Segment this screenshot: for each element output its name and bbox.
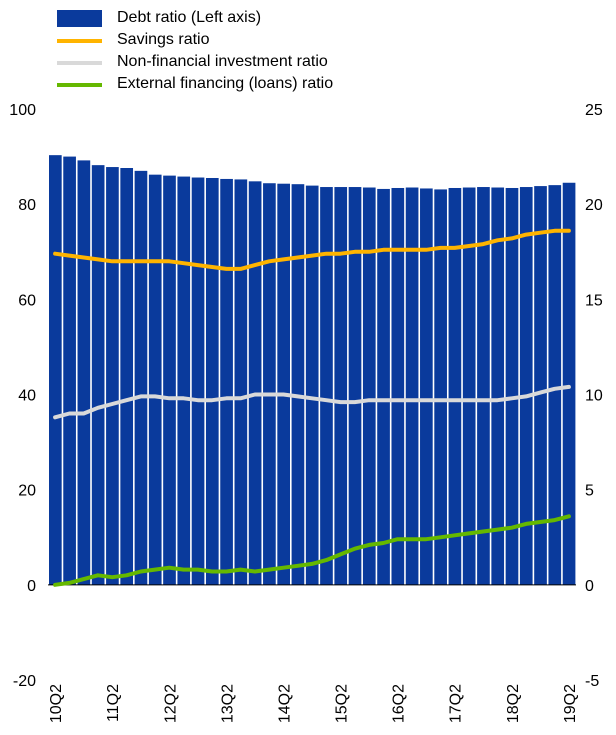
debt-ratio-bar [505, 187, 519, 585]
right-axis-tick-label: -5 [585, 673, 599, 690]
debt-ratio-bar [377, 188, 390, 585]
x-axis-tick-label: 19Q2 [562, 684, 579, 723]
non-financial-investment-ratio-line [53, 384, 571, 420]
debt-ratio-bar [106, 167, 119, 585]
debt-ratio-bar [277, 183, 290, 585]
x-axis-tick-label: 13Q2 [219, 684, 236, 723]
x-axis-tick-label: 17Q2 [448, 684, 465, 723]
left-axis-tick-label: 20 [18, 483, 36, 500]
right-axis-tick-label: 0 [585, 578, 594, 595]
legend-swatch-debt-ratio [57, 10, 102, 27]
left-axis-tick-label: 60 [18, 292, 36, 309]
legend-label-debt-ratio: Debt ratio (Left axis) [117, 9, 262, 26]
x-axis-tick-label: 14Q2 [277, 684, 294, 723]
debt-ratio-bar [91, 165, 105, 585]
debt-ratio-bar [120, 168, 134, 585]
debt-ratio-bar [362, 187, 376, 585]
debt-ratio-bar [519, 187, 533, 585]
left-axis-tick-label: 100 [9, 102, 36, 119]
debt-ratio-bar [148, 174, 162, 585]
debt-ratio-bar [391, 187, 405, 585]
debt-ratio-bar [177, 176, 191, 585]
debt-ratio-bar [263, 183, 276, 585]
debt-ratio-bar [405, 187, 419, 585]
ratio-lines [53, 228, 571, 587]
debt-ratio-bar [205, 177, 219, 585]
debt-ratio-bar [562, 182, 576, 585]
debt-ratio-bar [134, 170, 148, 585]
x-axis-tick-label: 16Q2 [391, 684, 408, 723]
debt-ratio-bar [448, 187, 462, 585]
debt-ratio-bar [49, 155, 62, 585]
legend-swatch-external-financing-ratio [57, 83, 102, 87]
debt-ratio-bar [77, 160, 91, 585]
x-axis-tick-label: 10Q2 [48, 684, 65, 723]
left-axis-tick-label: 40 [18, 388, 36, 405]
debt-ratio-bars [49, 155, 576, 585]
external-financing-loans-ratio-line [53, 514, 571, 587]
debt-ratio-bar [348, 187, 362, 585]
debt-ratio-bar [234, 179, 248, 585]
left-axis-tick-label: 80 [18, 197, 36, 214]
left-axis-ticks: -20 0 20 40 60 80 100 [9, 102, 36, 690]
right-axis-tick-label: 20 [585, 197, 603, 214]
legend-label-external-financing-ratio: External financing (loans) ratio [117, 75, 334, 92]
x-axis-tick-label: 11Q2 [105, 684, 122, 722]
debt-ratio-bar [434, 189, 447, 585]
debt-ratio-bar [477, 187, 490, 585]
debt-ratio-bar [334, 187, 348, 585]
right-axis-tick-label: 10 [585, 388, 603, 405]
debt-ratio-bar [462, 187, 476, 585]
debt-ratio-bar [548, 185, 562, 585]
debt-ratio-bar [534, 186, 547, 585]
right-axis-tick-label: 25 [585, 102, 603, 119]
debt-ratio-bar [420, 188, 433, 585]
x-axis-tick-label: 12Q2 [162, 684, 179, 723]
left-axis-tick-label: -20 [13, 673, 36, 690]
debt-ratio-bar [305, 185, 319, 585]
debt-ratio-bar [191, 177, 205, 585]
right-axis-tick-label: 5 [585, 483, 594, 500]
legend-label-savings-ratio: Savings ratio [117, 31, 210, 48]
x-axis-ticks: 10Q2 11Q2 12Q2 13Q2 14Q2 15Q2 16Q2 17Q2 18Q2 19Q2 [48, 684, 579, 723]
debt-ratio-bar [491, 187, 505, 585]
debt-ratio-bar [291, 184, 305, 585]
x-axis-tick-label: 15Q2 [334, 684, 351, 723]
debt-ratio-bar [220, 178, 233, 585]
x-axis-tick-label: 18Q2 [505, 684, 522, 723]
legend-swatch-savings-ratio [57, 39, 102, 43]
debt-ratio-bar [248, 181, 262, 585]
right-axis-ticks: -5 0 5 10 15 20 25 [585, 102, 603, 690]
legend-label-investment-ratio: Non-financial investment ratio [117, 53, 328, 70]
debt-ratio-bar [163, 175, 176, 585]
right-axis-tick-label: 15 [585, 292, 603, 309]
legend-swatch-investment-ratio [57, 61, 102, 65]
debt-ratio-bar [63, 156, 76, 585]
left-axis-tick-label: 0 [27, 578, 36, 595]
savings-ratio-line [53, 228, 571, 271]
debt-ratio-bar [320, 187, 333, 585]
